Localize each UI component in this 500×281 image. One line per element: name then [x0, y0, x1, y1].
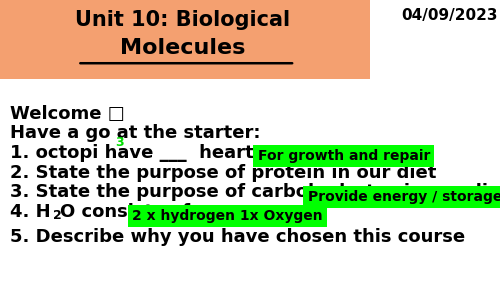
Text: 04/09/2023: 04/09/2023 [401, 8, 498, 23]
Text: 3. State the purpose of carbohydrates in our diet: 3. State the purpose of carbohydrates in… [10, 183, 500, 201]
Text: 4. H: 4. H [10, 203, 50, 221]
FancyBboxPatch shape [0, 0, 370, 79]
Text: Provide energy / storage: Provide energy / storage [308, 190, 500, 204]
Text: Welcome □: Welcome □ [10, 105, 125, 123]
Text: Molecules: Molecules [120, 38, 245, 58]
Text: 5. Describe why you have chosen this course: 5. Describe why you have chosen this cou… [10, 228, 465, 246]
Text: Have a go at the starter:: Have a go at the starter: [10, 124, 260, 142]
Text: Unit 10: Biological: Unit 10: Biological [75, 10, 290, 30]
Text: O consists of: O consists of [60, 203, 190, 221]
Text: 2 x hydrogen 1x Oxygen: 2 x hydrogen 1x Oxygen [132, 209, 323, 223]
Text: For growth and repair: For growth and repair [258, 149, 430, 163]
Text: 2. State the purpose of protein in our diet: 2. State the purpose of protein in our d… [10, 164, 436, 182]
Text: 2: 2 [53, 209, 62, 222]
Text: 3: 3 [114, 136, 124, 149]
Text: 1. octopi have ___  hearts: 1. octopi have ___ hearts [10, 144, 264, 162]
